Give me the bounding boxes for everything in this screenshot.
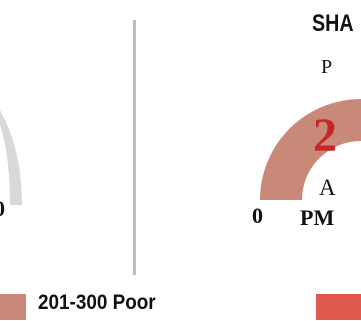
gauge-label-line1: A xyxy=(319,175,336,200)
divider-line xyxy=(133,20,136,275)
left-gauge-arc xyxy=(0,110,22,205)
legend-label-poor: 201-300 Poor xyxy=(38,291,156,314)
legend-swatch-next xyxy=(316,294,361,320)
right-gauge-arc xyxy=(260,99,361,200)
gauge-value: 2 xyxy=(313,109,337,162)
legend-swatch-poor xyxy=(0,294,26,320)
left-gauge-min-label: 0 xyxy=(0,196,5,222)
gauge-label-line2: PM xyxy=(300,205,335,230)
gauge-subtitle: P xyxy=(321,56,333,78)
gauge-title: SHA xyxy=(312,10,354,37)
right-gauge-min-label: 0 xyxy=(252,203,263,228)
